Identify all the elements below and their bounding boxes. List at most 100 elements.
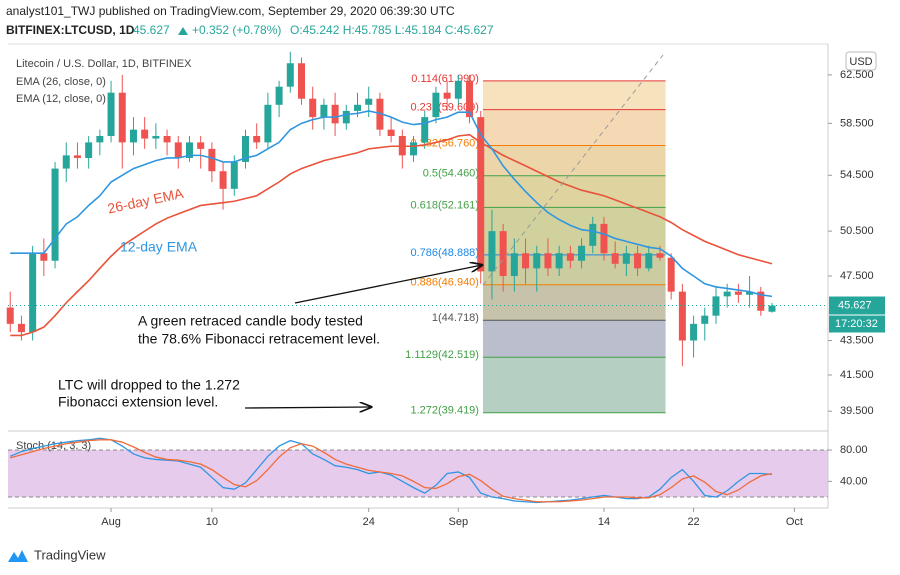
x-tick-label: 14 xyxy=(598,516,610,528)
annotation: Fibonacci extension level. xyxy=(58,394,218,410)
candle-body xyxy=(185,142,193,158)
fib-zone xyxy=(482,207,666,255)
annotation-arrow xyxy=(294,265,482,304)
candle-body xyxy=(286,63,294,87)
candle-body xyxy=(152,135,160,139)
candle-body xyxy=(432,92,440,118)
candle-body xyxy=(354,104,362,111)
fib-zone xyxy=(482,320,666,358)
candle-body xyxy=(253,135,261,143)
candle-body xyxy=(342,110,350,124)
y-tick-label: 39.500 xyxy=(840,405,874,417)
y-tick-label: 54.500 xyxy=(840,169,874,181)
candle-body xyxy=(365,98,373,105)
candle-body xyxy=(6,307,14,324)
fib-label: 1.1129(42.519) xyxy=(405,349,479,361)
fib-zone xyxy=(482,175,666,208)
candle-body xyxy=(757,291,765,311)
up-arrow xyxy=(178,27,188,35)
chart-title: Litecoin / U.S. Dollar, 1D, BITFINEX xyxy=(16,58,192,70)
candle-body xyxy=(163,135,171,143)
candle-body xyxy=(533,253,541,269)
legend-entry: EMA (12, close, 0) xyxy=(16,93,106,105)
x-tick-label: Oct xyxy=(786,516,803,528)
candle-body xyxy=(734,291,742,295)
candle-body xyxy=(129,129,137,143)
candle-body xyxy=(241,135,249,162)
price-tag-label: 45.627 xyxy=(838,299,872,311)
candle-body xyxy=(723,291,731,297)
y-tick-label: 58.500 xyxy=(840,117,874,129)
candle-body xyxy=(589,223,597,246)
currency: USD xyxy=(849,56,872,68)
x-tick-label: Aug xyxy=(101,516,121,528)
last-price: 45.627 xyxy=(133,23,170,37)
annotation-arrow xyxy=(244,407,371,408)
candle-body xyxy=(62,155,70,169)
y-tick-label: 47.500 xyxy=(840,270,874,282)
candle-body xyxy=(421,117,429,143)
candle-body xyxy=(678,291,686,341)
y-tick-label: 50.500 xyxy=(840,225,874,237)
brand: TradingView xyxy=(34,547,106,562)
annotation: A green retraced candle body tested xyxy=(138,313,363,329)
candle-body xyxy=(578,245,586,261)
candle-body xyxy=(230,161,238,189)
marks: 0.114(61.990) 0.236(59.609) 0.382(56.760) 0… xyxy=(6,51,885,528)
symbol: BITFINEX:LTCUSD, 1D xyxy=(6,23,135,37)
candle-body xyxy=(309,98,317,118)
candle-body xyxy=(454,80,462,99)
candle-body xyxy=(40,253,48,261)
candle-body xyxy=(701,315,709,324)
fib-label: 0.382(56.760) xyxy=(410,137,479,149)
candle-body xyxy=(96,135,104,143)
candle-body xyxy=(544,253,552,269)
annotation: the 78.6% Fibonacci retracement level. xyxy=(138,331,380,347)
candle-body xyxy=(622,253,630,264)
candle-body xyxy=(387,129,395,136)
candle-body xyxy=(197,142,205,149)
candle-body xyxy=(219,171,227,189)
x-tick-label: 10 xyxy=(206,516,218,528)
y-tick-label: 62.500 xyxy=(840,69,874,81)
candle-body xyxy=(667,257,675,292)
candle-body xyxy=(466,80,474,118)
candle-body xyxy=(208,148,216,172)
candle-body xyxy=(522,253,530,269)
candle-body xyxy=(29,253,37,333)
price-tag xyxy=(829,296,885,315)
fib-zone xyxy=(482,80,666,110)
candle-body xyxy=(443,92,451,99)
logo-icon xyxy=(8,550,28,562)
countdown: 17:20:32 xyxy=(835,318,878,330)
candle-body xyxy=(17,323,25,333)
x-tick-label: 22 xyxy=(687,516,699,528)
fib-label: 1(44.718) xyxy=(432,312,479,324)
change: +0.352 (+0.78%) xyxy=(192,23,281,37)
candle-body xyxy=(634,253,642,269)
candle-body xyxy=(600,223,608,254)
candle-body xyxy=(51,168,59,261)
ema-label: 12-day EMA xyxy=(120,239,198,255)
y-tick-label: 43.500 xyxy=(840,334,874,346)
trend-line xyxy=(482,54,664,286)
ema-line xyxy=(10,110,773,298)
candle-body xyxy=(555,253,563,269)
fib-zone xyxy=(482,145,666,176)
candle-body xyxy=(712,296,720,316)
fib-label: 0.5(54.460) xyxy=(423,168,479,180)
annotation: LTC will dropped to the 1.272 xyxy=(58,377,240,393)
candle-body xyxy=(690,323,698,341)
candle-body xyxy=(611,253,619,264)
candle-body xyxy=(768,305,776,312)
stoch-line xyxy=(10,439,773,503)
candle-body xyxy=(656,253,664,258)
candle-body xyxy=(477,117,485,272)
candle-body xyxy=(320,104,328,118)
countdown-tag xyxy=(829,315,885,333)
currency-box[interactable] xyxy=(845,51,877,71)
candle-body xyxy=(331,104,339,124)
fib-label: 0.236(59.609) xyxy=(410,101,479,113)
y-tick-label: 41.500 xyxy=(840,369,874,381)
